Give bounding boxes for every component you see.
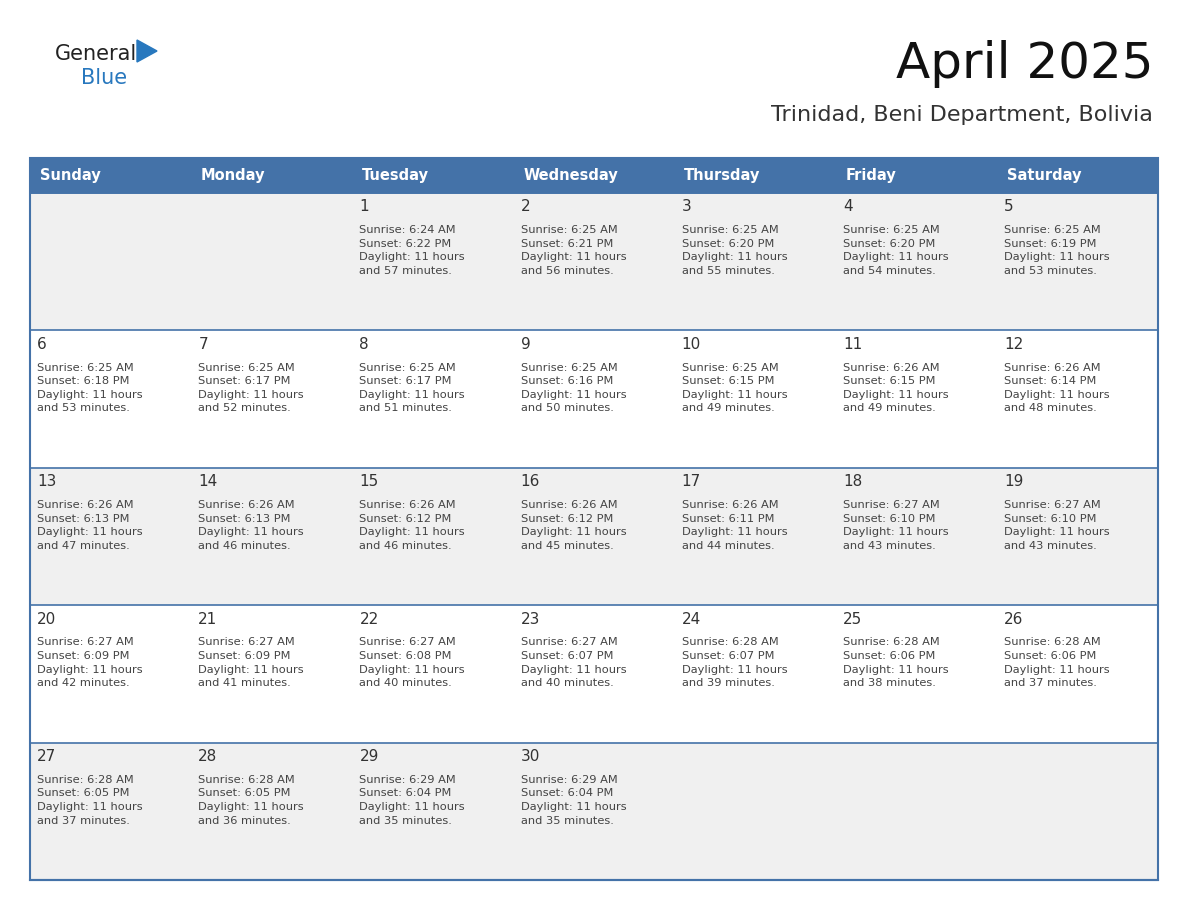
Text: Sunrise: 6:29 AM
Sunset: 6:04 PM
Daylight: 11 hours
and 35 minutes.: Sunrise: 6:29 AM Sunset: 6:04 PM Dayligh… <box>360 775 465 825</box>
Text: Sunrise: 6:27 AM
Sunset: 6:09 PM
Daylight: 11 hours
and 41 minutes.: Sunrise: 6:27 AM Sunset: 6:09 PM Dayligh… <box>198 637 304 688</box>
Text: Sunrise: 6:27 AM
Sunset: 6:07 PM
Daylight: 11 hours
and 40 minutes.: Sunrise: 6:27 AM Sunset: 6:07 PM Dayligh… <box>520 637 626 688</box>
Text: Sunrise: 6:25 AM
Sunset: 6:15 PM
Daylight: 11 hours
and 49 minutes.: Sunrise: 6:25 AM Sunset: 6:15 PM Dayligh… <box>682 363 788 413</box>
Text: 28: 28 <box>198 749 217 764</box>
FancyBboxPatch shape <box>30 330 1158 468</box>
Text: Sunrise: 6:27 AM
Sunset: 6:08 PM
Daylight: 11 hours
and 40 minutes.: Sunrise: 6:27 AM Sunset: 6:08 PM Dayligh… <box>360 637 465 688</box>
Text: Sunrise: 6:25 AM
Sunset: 6:18 PM
Daylight: 11 hours
and 53 minutes.: Sunrise: 6:25 AM Sunset: 6:18 PM Dayligh… <box>37 363 143 413</box>
Text: Sunrise: 6:26 AM
Sunset: 6:12 PM
Daylight: 11 hours
and 45 minutes.: Sunrise: 6:26 AM Sunset: 6:12 PM Dayligh… <box>520 500 626 551</box>
Text: Sunrise: 6:26 AM
Sunset: 6:11 PM
Daylight: 11 hours
and 44 minutes.: Sunrise: 6:26 AM Sunset: 6:11 PM Dayligh… <box>682 500 788 551</box>
Text: Sunrise: 6:28 AM
Sunset: 6:06 PM
Daylight: 11 hours
and 37 minutes.: Sunrise: 6:28 AM Sunset: 6:06 PM Dayligh… <box>1004 637 1110 688</box>
Text: Sunrise: 6:24 AM
Sunset: 6:22 PM
Daylight: 11 hours
and 57 minutes.: Sunrise: 6:24 AM Sunset: 6:22 PM Dayligh… <box>360 225 465 276</box>
Text: 16: 16 <box>520 475 539 489</box>
Text: 18: 18 <box>842 475 862 489</box>
Text: 1: 1 <box>360 199 369 215</box>
Polygon shape <box>137 40 157 62</box>
Text: Sunrise: 6:26 AM
Sunset: 6:12 PM
Daylight: 11 hours
and 46 minutes.: Sunrise: 6:26 AM Sunset: 6:12 PM Dayligh… <box>360 500 465 551</box>
Text: 25: 25 <box>842 611 862 627</box>
Text: 21: 21 <box>198 611 217 627</box>
Text: Sunrise: 6:27 AM
Sunset: 6:09 PM
Daylight: 11 hours
and 42 minutes.: Sunrise: 6:27 AM Sunset: 6:09 PM Dayligh… <box>37 637 143 688</box>
Text: 23: 23 <box>520 611 539 627</box>
Text: 10: 10 <box>682 337 701 352</box>
Text: Sunrise: 6:28 AM
Sunset: 6:07 PM
Daylight: 11 hours
and 39 minutes.: Sunrise: 6:28 AM Sunset: 6:07 PM Dayligh… <box>682 637 788 688</box>
Text: 11: 11 <box>842 337 862 352</box>
Text: April 2025: April 2025 <box>896 40 1154 88</box>
FancyBboxPatch shape <box>30 605 1158 743</box>
Text: Friday: Friday <box>846 168 896 183</box>
Text: 30: 30 <box>520 749 539 764</box>
Text: 8: 8 <box>360 337 369 352</box>
Text: Sunrise: 6:25 AM
Sunset: 6:21 PM
Daylight: 11 hours
and 56 minutes.: Sunrise: 6:25 AM Sunset: 6:21 PM Dayligh… <box>520 225 626 276</box>
Text: Blue: Blue <box>81 68 127 88</box>
Text: 17: 17 <box>682 475 701 489</box>
Text: Sunday: Sunday <box>39 168 101 183</box>
Text: 29: 29 <box>360 749 379 764</box>
Text: Saturday: Saturday <box>1006 168 1081 183</box>
Text: Sunrise: 6:26 AM
Sunset: 6:13 PM
Daylight: 11 hours
and 47 minutes.: Sunrise: 6:26 AM Sunset: 6:13 PM Dayligh… <box>37 500 143 551</box>
Text: Sunrise: 6:28 AM
Sunset: 6:05 PM
Daylight: 11 hours
and 36 minutes.: Sunrise: 6:28 AM Sunset: 6:05 PM Dayligh… <box>198 775 304 825</box>
Text: 12: 12 <box>1004 337 1023 352</box>
Text: 5: 5 <box>1004 199 1013 215</box>
Text: Sunrise: 6:25 AM
Sunset: 6:16 PM
Daylight: 11 hours
and 50 minutes.: Sunrise: 6:25 AM Sunset: 6:16 PM Dayligh… <box>520 363 626 413</box>
Text: Sunrise: 6:26 AM
Sunset: 6:13 PM
Daylight: 11 hours
and 46 minutes.: Sunrise: 6:26 AM Sunset: 6:13 PM Dayligh… <box>198 500 304 551</box>
Text: 14: 14 <box>198 475 217 489</box>
Text: Trinidad, Beni Department, Bolivia: Trinidad, Beni Department, Bolivia <box>771 105 1154 125</box>
Text: 27: 27 <box>37 749 56 764</box>
Text: General: General <box>55 44 138 64</box>
Text: Monday: Monday <box>201 168 265 183</box>
Text: Sunrise: 6:26 AM
Sunset: 6:14 PM
Daylight: 11 hours
and 48 minutes.: Sunrise: 6:26 AM Sunset: 6:14 PM Dayligh… <box>1004 363 1110 413</box>
Text: 3: 3 <box>682 199 691 215</box>
Text: Sunrise: 6:27 AM
Sunset: 6:10 PM
Daylight: 11 hours
and 43 minutes.: Sunrise: 6:27 AM Sunset: 6:10 PM Dayligh… <box>1004 500 1110 551</box>
Text: Sunrise: 6:28 AM
Sunset: 6:06 PM
Daylight: 11 hours
and 38 minutes.: Sunrise: 6:28 AM Sunset: 6:06 PM Dayligh… <box>842 637 948 688</box>
Text: Tuesday: Tuesday <box>362 168 429 183</box>
Text: Sunrise: 6:25 AM
Sunset: 6:17 PM
Daylight: 11 hours
and 51 minutes.: Sunrise: 6:25 AM Sunset: 6:17 PM Dayligh… <box>360 363 465 413</box>
Text: Sunrise: 6:25 AM
Sunset: 6:17 PM
Daylight: 11 hours
and 52 minutes.: Sunrise: 6:25 AM Sunset: 6:17 PM Dayligh… <box>198 363 304 413</box>
Text: 26: 26 <box>1004 611 1023 627</box>
Text: 15: 15 <box>360 475 379 489</box>
Text: 22: 22 <box>360 611 379 627</box>
Text: 6: 6 <box>37 337 46 352</box>
Text: 19: 19 <box>1004 475 1023 489</box>
Text: 4: 4 <box>842 199 853 215</box>
Text: 24: 24 <box>682 611 701 627</box>
Text: 20: 20 <box>37 611 56 627</box>
FancyBboxPatch shape <box>30 468 1158 605</box>
Text: Sunrise: 6:27 AM
Sunset: 6:10 PM
Daylight: 11 hours
and 43 minutes.: Sunrise: 6:27 AM Sunset: 6:10 PM Dayligh… <box>842 500 948 551</box>
Text: 13: 13 <box>37 475 57 489</box>
Text: Sunrise: 6:26 AM
Sunset: 6:15 PM
Daylight: 11 hours
and 49 minutes.: Sunrise: 6:26 AM Sunset: 6:15 PM Dayligh… <box>842 363 948 413</box>
Text: 7: 7 <box>198 337 208 352</box>
Text: 2: 2 <box>520 199 530 215</box>
Text: Sunrise: 6:25 AM
Sunset: 6:20 PM
Daylight: 11 hours
and 55 minutes.: Sunrise: 6:25 AM Sunset: 6:20 PM Dayligh… <box>682 225 788 276</box>
FancyBboxPatch shape <box>30 743 1158 880</box>
Text: Sunrise: 6:29 AM
Sunset: 6:04 PM
Daylight: 11 hours
and 35 minutes.: Sunrise: 6:29 AM Sunset: 6:04 PM Dayligh… <box>520 775 626 825</box>
Text: Sunrise: 6:25 AM
Sunset: 6:20 PM
Daylight: 11 hours
and 54 minutes.: Sunrise: 6:25 AM Sunset: 6:20 PM Dayligh… <box>842 225 948 276</box>
Text: 9: 9 <box>520 337 530 352</box>
Text: Sunrise: 6:25 AM
Sunset: 6:19 PM
Daylight: 11 hours
and 53 minutes.: Sunrise: 6:25 AM Sunset: 6:19 PM Dayligh… <box>1004 225 1110 276</box>
Text: Thursday: Thursday <box>684 168 760 183</box>
Text: Sunrise: 6:28 AM
Sunset: 6:05 PM
Daylight: 11 hours
and 37 minutes.: Sunrise: 6:28 AM Sunset: 6:05 PM Dayligh… <box>37 775 143 825</box>
Text: Wednesday: Wednesday <box>523 168 618 183</box>
FancyBboxPatch shape <box>30 158 1158 193</box>
FancyBboxPatch shape <box>30 193 1158 330</box>
